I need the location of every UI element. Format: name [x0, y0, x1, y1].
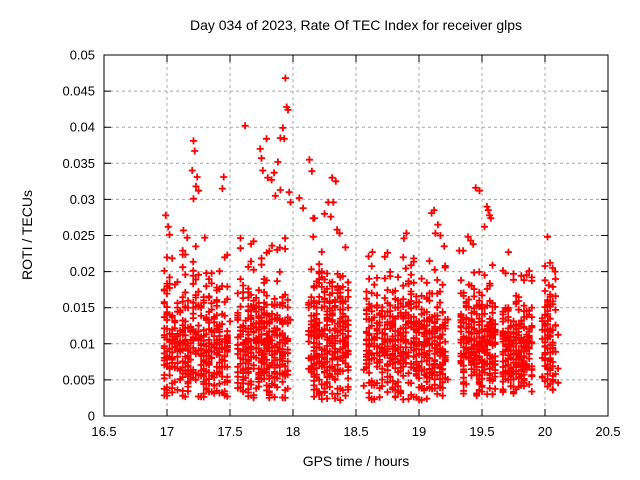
y-tick-label: 0.015	[62, 300, 95, 315]
y-tick-label: 0.01	[70, 336, 95, 351]
x-tick-label: 17.5	[217, 424, 242, 439]
x-tick-label: 16.5	[91, 424, 116, 439]
y-tick-label: 0.02	[70, 264, 95, 279]
x-tick-label: 20	[538, 424, 552, 439]
x-tick-label: 19	[412, 424, 426, 439]
chart-title: Day 034 of 2023, Rate Of TEC Index for r…	[189, 17, 523, 33]
plot-border	[103, 54, 609, 417]
x-tick-label: 17	[160, 424, 174, 439]
y-tick-label: 0.025	[62, 228, 95, 243]
y-tick-label: 0.045	[62, 84, 95, 99]
x-tick-label: 19.5	[469, 424, 494, 439]
x-axis-label: GPS time / hours	[302, 453, 410, 469]
x-tick-label: 20.5	[595, 424, 620, 439]
x-tick-label: 18	[286, 424, 300, 439]
y-tick-label: 0.03	[70, 192, 95, 207]
y-tick-label: 0.04	[70, 120, 95, 135]
y-axis-label: ROTI / TECUs	[19, 190, 35, 280]
y-tick-label: 0.05	[70, 48, 95, 63]
y-tick-label: 0.035	[62, 156, 95, 171]
x-tick-label: 18.5	[343, 424, 368, 439]
scatter-points	[160, 74, 562, 404]
y-tick-label: 0.005	[62, 372, 95, 387]
y-tick-label: 0	[88, 409, 95, 424]
